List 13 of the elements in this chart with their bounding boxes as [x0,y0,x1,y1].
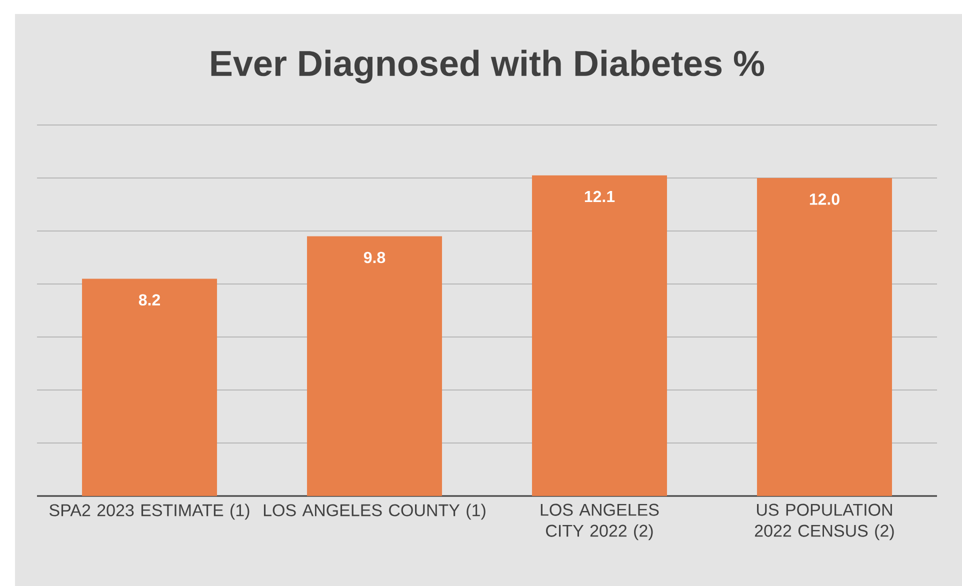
bar [307,236,442,496]
bar [82,278,218,496]
data-label: 9.8 [364,252,386,264]
data-label: 8.2 [138,294,160,306]
data-label: 12.1 [584,190,615,202]
chart-title: Ever Diagnosed with Diabetes % [211,50,764,84]
bar [757,178,892,496]
x-tick-label: LOS ANGELES COUNTY (1) [264,504,486,520]
x-tick-label: SPA2 2023 ESTIMATE (1) [50,504,250,520]
x-tick-label: US POPULATION 2022 CENSUS (2) [754,504,894,540]
bar [532,175,667,496]
x-tick-label: LOS ANGELES CITY 2022 (2) [540,504,659,540]
data-label: 12.0 [810,194,840,205]
